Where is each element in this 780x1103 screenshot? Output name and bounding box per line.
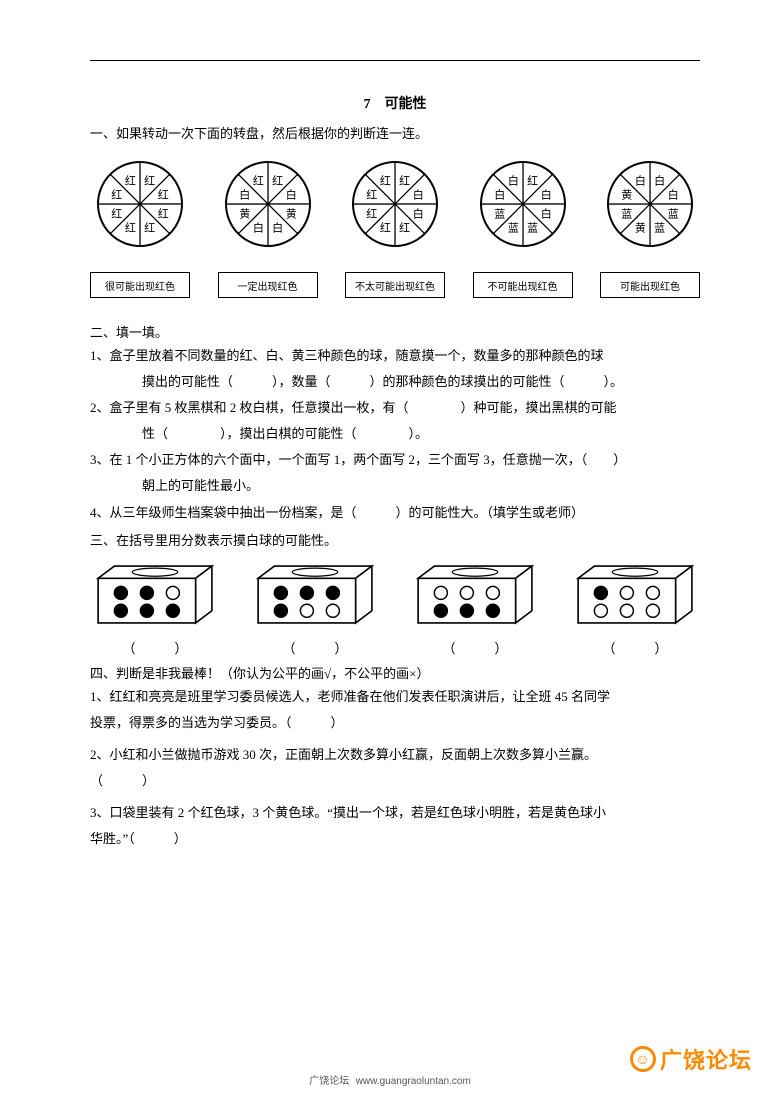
svg-text:红: 红 — [366, 188, 377, 201]
svg-text:白: 白 — [252, 220, 263, 234]
svg-text:红: 红 — [158, 208, 169, 221]
svg-text:白: 白 — [668, 187, 679, 201]
bracket-1: （ ） — [90, 638, 220, 657]
footer-site: 广饶论坛 — [309, 1076, 349, 1087]
bracket-4: （ ） — [570, 638, 700, 657]
bracket-2: （ ） — [250, 638, 380, 657]
svg-text:白: 白 — [635, 174, 646, 188]
svg-text:红: 红 — [111, 188, 122, 201]
q4-item-1b: 投票，得票多的当选为学习委员。（ ） — [90, 712, 700, 734]
svg-text:蓝: 蓝 — [507, 221, 518, 234]
svg-text:白: 白 — [285, 187, 296, 201]
svg-text:红: 红 — [399, 175, 410, 188]
svg-text:白: 白 — [413, 207, 424, 221]
logo-text: 广饶论坛 — [660, 1043, 752, 1075]
svg-text:白: 白 — [540, 187, 551, 201]
spinner-3: 红白白红红红红红 — [345, 154, 445, 258]
chapter-title: 7 可能性 — [90, 93, 700, 113]
q1-stem: 一、如果转动一次下面的转盘，然后根据你的判断连一连。 — [90, 123, 700, 142]
svg-text:白: 白 — [413, 187, 424, 201]
box-3: （ ） — [410, 557, 540, 657]
q2-item-1a: 1、盒子里放着不同数量的红、白、黄三种颜色的球，随意摸一个，数量多的那种颜色的球 — [90, 345, 700, 367]
label-box-2: 一定出现红色 — [218, 272, 318, 298]
svg-text:蓝: 蓝 — [621, 208, 632, 221]
svg-text:红: 红 — [380, 221, 391, 234]
svg-text:红: 红 — [252, 175, 263, 188]
svg-text:蓝: 蓝 — [668, 208, 679, 221]
svg-text:白: 白 — [239, 187, 250, 201]
label-box-4: 不可能出现红色 — [473, 272, 573, 298]
svg-text:黄: 黄 — [635, 220, 646, 234]
svg-text:红: 红 — [399, 221, 410, 234]
q2-item-3a: 3、在 1 个小正方体的六个面中，一个面写 1，两个面写 2，三个面写 3，任意… — [90, 449, 700, 471]
svg-text:白: 白 — [272, 220, 283, 234]
q2-item-2a: 2、盒子里有 5 枚黑棋和 2 枚白棋，任意摸出一枚，有（ ）种可能，摸出黑棋的… — [90, 397, 700, 419]
q4-item-2b: （ ） — [90, 770, 700, 792]
svg-text:黄: 黄 — [285, 207, 296, 221]
svg-text:白: 白 — [540, 207, 551, 221]
svg-text:白: 白 — [507, 174, 518, 188]
svg-text:红: 红 — [111, 208, 122, 221]
svg-text:白: 白 — [494, 187, 505, 201]
logo-icon: ☺ — [630, 1046, 656, 1072]
label-box-5: 可能出现红色 — [600, 272, 700, 298]
svg-text:红: 红 — [272, 175, 283, 188]
site-logo: ☺ 广饶论坛 — [630, 1043, 752, 1075]
spinner-5: 白白蓝蓝黄蓝黄白 — [600, 154, 700, 258]
q4-item-3a: 3、口袋里装有 2 个红色球，3 个黄色球。“摸出一个球，若是红色球小明胜，若是… — [90, 802, 700, 824]
boxes-row: （ ） （ ） （ ） （ ） — [90, 557, 700, 657]
top-rule — [90, 60, 700, 61]
svg-text:红: 红 — [366, 208, 377, 221]
box-1: （ ） — [90, 557, 220, 657]
q4-item-2a: 2、小红和小兰做抛币游戏 30 次，正面朝上次数多算小红赢，反面朝上次数多算小兰… — [90, 744, 700, 766]
q2-head: 二、填一填。 — [90, 322, 700, 341]
svg-text:红: 红 — [527, 175, 538, 188]
q4-item-1a: 1、红红和亮亮是班里学习委员候选人，老师准备在他们发表任职演讲后，让全班 45 … — [90, 686, 700, 708]
svg-text:红: 红 — [125, 175, 136, 188]
svg-text:黄: 黄 — [621, 187, 632, 201]
svg-text:红: 红 — [144, 175, 155, 188]
q2-item-4: 4、从三年级师生档案袋中抽出一份档案，是（ ）的可能性大。（填学生或老师） — [90, 502, 700, 524]
box-2: （ ） — [250, 557, 380, 657]
svg-text:红: 红 — [380, 175, 391, 188]
svg-text:黄: 黄 — [239, 207, 250, 221]
svg-text:红: 红 — [144, 221, 155, 234]
label-box-1: 很可能出现红色 — [90, 272, 190, 298]
bracket-3: （ ） — [410, 638, 540, 657]
q4-item-3b: 华胜。”（ ） — [90, 828, 700, 850]
label-box-3: 不太可能出现红色 — [345, 272, 445, 298]
svg-text:红: 红 — [125, 221, 136, 234]
labels-row: 很可能出现红色 一定出现红色 不太可能出现红色 不可能出现红色 可能出现红色 — [90, 272, 700, 298]
spinner-4: 红白白蓝蓝蓝白白 — [473, 154, 573, 258]
spinner-2: 红白黄白白黄白红 — [218, 154, 318, 258]
spinner-1: 红红红红红红红红 — [90, 154, 190, 258]
footer-url: www.guangraoluntan.com — [356, 1076, 471, 1087]
q2-item-2b: 性（ ），摸出白棋的可能性（ ）。 — [90, 423, 700, 445]
svg-text:蓝: 蓝 — [527, 221, 538, 234]
q4-head: 四、判断是非我最棒！（你认为公平的画√，不公平的画×） — [90, 663, 700, 682]
q2-item-1b: 摸出的可能性（ ），数量（ ）的那种颜色的球摸出的可能性（ ）。 — [90, 371, 700, 393]
svg-text:白: 白 — [654, 174, 665, 188]
box-4: （ ） — [570, 557, 700, 657]
svg-text:蓝: 蓝 — [494, 208, 505, 221]
svg-text:蓝: 蓝 — [654, 221, 665, 234]
q2-item-3b: 朝上的可能性最小。 — [90, 475, 700, 497]
spinners-row: 红红红红红红红红 红白黄白白黄白红 红白白红红红红红 红白白蓝蓝蓝白白 白白蓝蓝… — [90, 154, 700, 258]
svg-text:红: 红 — [158, 188, 169, 201]
q3-head: 三、在括号里用分数表示摸白球的可能性。 — [90, 530, 700, 549]
